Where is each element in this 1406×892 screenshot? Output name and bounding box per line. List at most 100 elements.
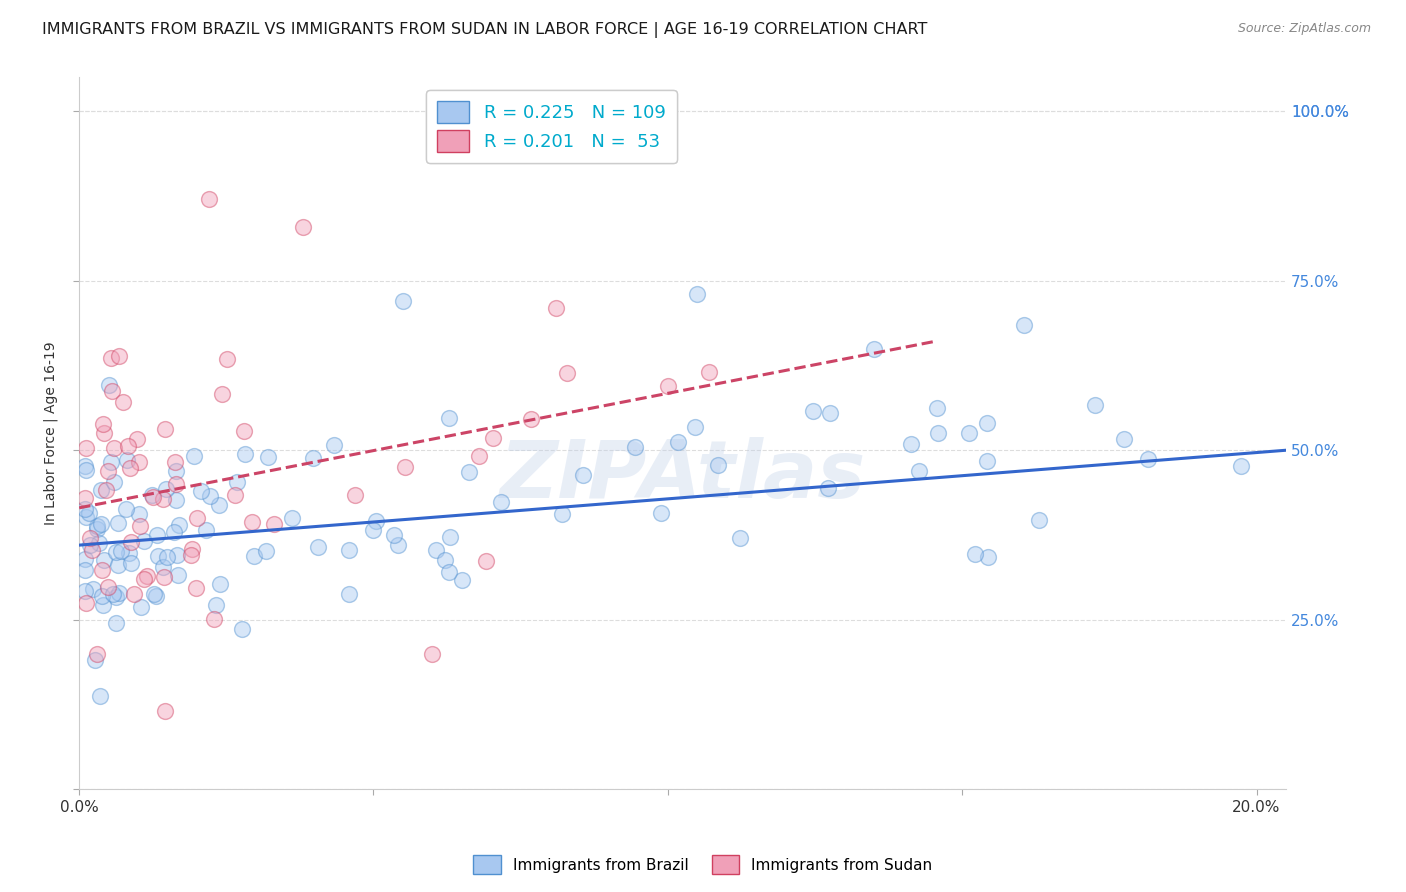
Point — [1012, 318, 1035, 332]
Point — [84, 653, 107, 667]
Point — [927, 401, 949, 415]
Point — [129, 518, 152, 533]
Point — [322, 438, 344, 452]
Point — [555, 366, 578, 380]
Point — [101, 384, 124, 398]
Point — [98, 378, 121, 392]
Point — [75, 463, 97, 477]
Point — [224, 488, 246, 502]
Point — [208, 577, 231, 591]
Point — [152, 560, 174, 574]
Point — [155, 483, 177, 497]
Point — [1084, 398, 1107, 412]
Point — [957, 425, 980, 440]
Point — [217, 352, 239, 367]
Point — [976, 453, 998, 467]
Point — [977, 549, 1000, 564]
Point — [75, 458, 97, 473]
Point — [254, 544, 277, 558]
Point — [73, 563, 96, 577]
Point — [1028, 513, 1050, 527]
Point — [624, 440, 647, 454]
Point — [100, 351, 122, 365]
Point — [650, 506, 672, 520]
Point — [167, 568, 190, 582]
Point — [198, 489, 221, 503]
Point — [186, 581, 208, 595]
Point — [482, 431, 505, 445]
Point — [197, 193, 219, 207]
Point — [73, 583, 96, 598]
Point — [107, 586, 129, 600]
Point — [439, 565, 461, 579]
Point — [128, 455, 150, 469]
Point — [976, 416, 998, 430]
Point — [683, 420, 706, 434]
Point — [818, 406, 841, 420]
Point — [77, 507, 100, 521]
Point — [97, 580, 120, 594]
Point — [146, 527, 169, 541]
Point — [422, 647, 444, 661]
Point — [86, 522, 108, 536]
Point — [143, 587, 166, 601]
Point — [165, 493, 187, 508]
Point — [135, 569, 157, 583]
Point — [110, 544, 132, 558]
Point — [73, 552, 96, 566]
Point — [343, 488, 366, 502]
Point — [202, 612, 225, 626]
Point — [165, 464, 187, 478]
Point — [1136, 451, 1159, 466]
Point — [79, 531, 101, 545]
Point — [257, 450, 280, 464]
Point — [434, 552, 457, 566]
Point — [337, 587, 360, 601]
Point — [120, 557, 142, 571]
Point — [73, 491, 96, 505]
Point — [1230, 458, 1253, 473]
Point — [91, 589, 114, 603]
Point — [457, 465, 479, 479]
Point — [180, 549, 202, 563]
Point — [226, 475, 249, 490]
Point — [425, 543, 447, 558]
Point — [302, 451, 325, 466]
Point — [104, 590, 127, 604]
Point — [927, 426, 949, 441]
Point — [152, 570, 174, 584]
Point — [291, 219, 314, 234]
Point — [520, 412, 543, 426]
Point — [75, 441, 97, 455]
Point — [89, 690, 111, 704]
Point — [801, 404, 824, 418]
Point — [231, 622, 253, 636]
Point — [100, 455, 122, 469]
Point — [156, 549, 179, 564]
Point — [900, 437, 922, 451]
Point — [211, 387, 233, 401]
Point — [91, 417, 114, 432]
Point — [91, 563, 114, 577]
Point — [124, 587, 146, 601]
Point — [307, 541, 329, 555]
Text: IMMIGRANTS FROM BRAZIL VS IMMIGRANTS FROM SUDAN IN LABOR FORCE | AGE 16-19 CORRE: IMMIGRANTS FROM BRAZIL VS IMMIGRANTS FRO… — [42, 22, 928, 38]
Point — [142, 491, 165, 505]
Point — [686, 287, 709, 301]
Point — [104, 545, 127, 559]
Point — [439, 410, 461, 425]
Y-axis label: In Labor Force | Age 16-19: In Labor Force | Age 16-19 — [44, 342, 58, 525]
Point — [118, 461, 141, 475]
Point — [394, 460, 416, 475]
Point — [115, 502, 138, 516]
Point — [366, 514, 388, 528]
Point — [183, 449, 205, 463]
Point — [382, 528, 405, 542]
Text: Source: ZipAtlas.com: Source: ZipAtlas.com — [1237, 22, 1371, 36]
Point — [132, 534, 155, 549]
Point — [163, 455, 186, 469]
Point — [93, 426, 115, 441]
Point — [243, 549, 266, 563]
Point — [105, 616, 128, 631]
Point — [118, 546, 141, 560]
